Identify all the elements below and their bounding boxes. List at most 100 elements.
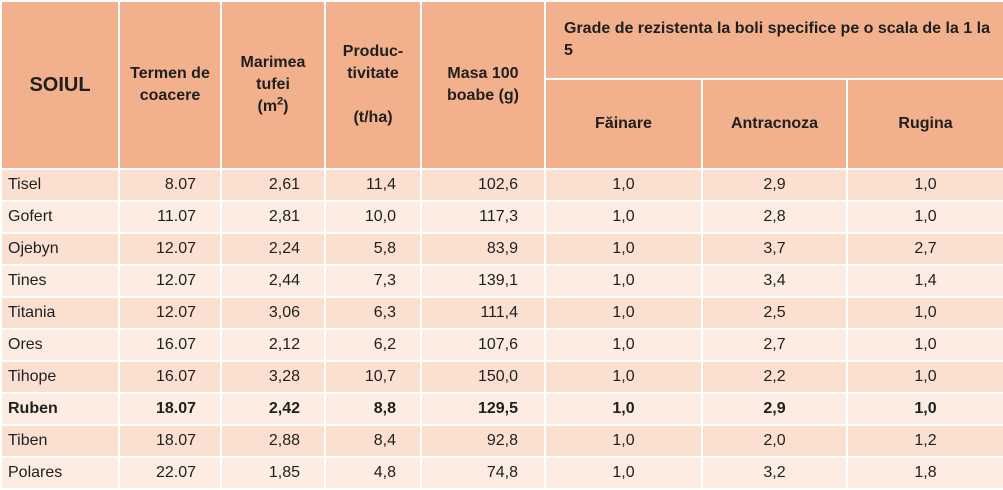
- header-antracnoza: Antracnoza: [701, 78, 848, 170]
- header-productivitate-unit: (t/ha): [353, 109, 393, 126]
- cell-rugina: 1,8: [845, 456, 1003, 490]
- header-productivitate-label: Produc-tivitate: [342, 43, 404, 82]
- cell-marime: 2,42: [220, 392, 326, 426]
- cell-productivitate: 10,0: [324, 200, 422, 234]
- cell-soi: Gofert: [0, 200, 120, 234]
- cell-rugina: 1,0: [845, 392, 1003, 426]
- cell-marime: 3,06: [220, 296, 326, 330]
- cell-antracnoza: 3,2: [701, 456, 848, 490]
- cell-fainare: 1,0: [544, 296, 703, 330]
- cell-termen: 12.07: [118, 296, 222, 330]
- header-marimea-unit: (m2): [257, 95, 289, 115]
- cell-marime: 2,12: [220, 328, 326, 362]
- cell-productivitate: 8,4: [324, 424, 422, 458]
- cell-productivitate: 8,8: [324, 392, 422, 426]
- cell-rugina: 1,0: [845, 328, 1003, 362]
- cell-masa: 129,5: [420, 392, 546, 426]
- cell-masa: 92,8: [420, 424, 546, 458]
- cell-fainare: 1,0: [544, 264, 703, 298]
- cell-rugina: 1,2: [845, 424, 1003, 458]
- cell-termen: 18.07: [118, 392, 222, 426]
- header-soiul: SOIUL: [0, 0, 120, 170]
- header-termen-coacere: Termen de coacere: [118, 0, 222, 170]
- cell-marime: 2,88: [220, 424, 326, 458]
- cell-soi: Titania: [0, 296, 120, 330]
- cell-antracnoza: 2,9: [701, 168, 848, 202]
- cell-termen: 16.07: [118, 328, 222, 362]
- header-masa-100-boabe: Masa 100 boabe (g): [420, 0, 546, 170]
- cell-rugina: 1,0: [845, 296, 1003, 330]
- cell-soi: Tiben: [0, 424, 120, 458]
- cell-termen: 8.07: [118, 168, 222, 202]
- cell-productivitate: 7,3: [324, 264, 422, 298]
- header-marimea-tufei: Marimea tufei (m2): [220, 0, 326, 170]
- cell-soi: Tihope: [0, 360, 120, 394]
- cell-masa: 139,1: [420, 264, 546, 298]
- cell-antracnoza: 2,7: [701, 328, 848, 362]
- cell-soi: Tisel: [0, 168, 120, 202]
- cell-soi: Ores: [0, 328, 120, 362]
- cell-termen: 18.07: [118, 424, 222, 458]
- table-row: Tisel 8.07 2,61 11,4 102,6 1,0 2,9 1,0: [0, 168, 1003, 202]
- cell-termen: 22.07: [118, 456, 222, 490]
- table-row: Tiben 18.07 2,88 8,4 92,8 1,0 2,0 1,2: [0, 424, 1003, 458]
- table-row: Ojebyn 12.07 2,24 5,8 83,9 1,0 3,7 2,7: [0, 232, 1003, 266]
- cell-rugina: 1,0: [845, 200, 1003, 234]
- header-fainare: Făinare: [544, 78, 703, 170]
- table-row: Tihope 16.07 3,28 10,7 150,0 1,0 2,2 1,0: [0, 360, 1003, 394]
- cell-marime: 2,24: [220, 232, 326, 266]
- header-rugina: Rugina: [845, 78, 1003, 170]
- cell-antracnoza: 2,8: [701, 200, 848, 234]
- cell-termen: 11.07: [118, 200, 222, 234]
- cell-productivitate: 5,8: [324, 232, 422, 266]
- cell-termen: 12.07: [118, 232, 222, 266]
- cell-marime: 2,44: [220, 264, 326, 298]
- cell-productivitate: 6,2: [324, 328, 422, 362]
- cell-marime: 2,61: [220, 168, 326, 202]
- cell-masa: 102,6: [420, 168, 546, 202]
- cell-rugina: 1,4: [845, 264, 1003, 298]
- cell-fainare: 1,0: [544, 392, 703, 426]
- cell-rugina: 1,0: [845, 168, 1003, 202]
- cell-fainare: 1,0: [544, 200, 703, 234]
- cell-masa: 117,3: [420, 200, 546, 234]
- cell-marime: 2,81: [220, 200, 326, 234]
- table-row: Titania 12.07 3,06 6,3 111,4 1,0 2,5 1,0: [0, 296, 1003, 330]
- table-body: Tisel 8.07 2,61 11,4 102,6 1,0 2,9 1,0 Gofert 11.…: [0, 168, 1003, 490]
- header-marimea-label: Marimea tufei: [240, 54, 306, 93]
- cell-fainare: 1,0: [544, 328, 703, 362]
- cell-soi: Tines: [0, 264, 120, 298]
- cell-masa: 74,8: [420, 456, 546, 490]
- cell-masa: 111,4: [420, 296, 546, 330]
- cell-antracnoza: 3,4: [701, 264, 848, 298]
- cell-marime: 3,28: [220, 360, 326, 394]
- cell-fainare: 1,0: [544, 456, 703, 490]
- cell-soi: Ruben: [0, 392, 120, 426]
- cell-masa: 107,6: [420, 328, 546, 362]
- header-grade-rezistenta: Grade de rezistenta la boli specifice pe…: [543, 0, 1003, 80]
- cell-marime: 1,85: [220, 456, 326, 490]
- cell-termen: 12.07: [118, 264, 222, 298]
- table-row: Tines 12.07 2,44 7,3 139,1 1,0 3,4 1,4: [0, 264, 1003, 298]
- cell-fainare: 1,0: [544, 360, 703, 394]
- cell-fainare: 1,0: [544, 232, 703, 266]
- cell-termen: 16.07: [118, 360, 222, 394]
- cell-soi: Polares: [0, 456, 120, 490]
- cell-productivitate: 10,7: [324, 360, 422, 394]
- cell-productivitate: 4,8: [324, 456, 422, 490]
- table-row: Gofert 11.07 2,81 10,0 117,3 1,0 2,8 1,0: [0, 200, 1003, 234]
- cell-productivitate: 6,3: [324, 296, 422, 330]
- cell-antracnoza: 2,5: [701, 296, 848, 330]
- cell-fainare: 1,0: [544, 168, 703, 202]
- table-row: Ores 16.07 2,12 6,2 107,6 1,0 2,7 1,0: [0, 328, 1003, 362]
- table-row: Polares 22.07 1,85 4,8 74,8 1,0 3,2 1,8: [0, 456, 1003, 490]
- header-productivitate: Produc-tivitate (t/ha): [324, 0, 422, 170]
- cell-antracnoza: 2,9: [701, 392, 848, 426]
- cell-antracnoza: 3,7: [701, 232, 848, 266]
- cell-soi: Ojebyn: [0, 232, 120, 266]
- table-row: Ruben 18.07 2,42 8,8 129,5 1,0 2,9 1,0: [0, 392, 1003, 426]
- cell-masa: 83,9: [420, 232, 546, 266]
- cell-antracnoza: 2,2: [701, 360, 848, 394]
- cell-fainare: 1,0: [544, 424, 703, 458]
